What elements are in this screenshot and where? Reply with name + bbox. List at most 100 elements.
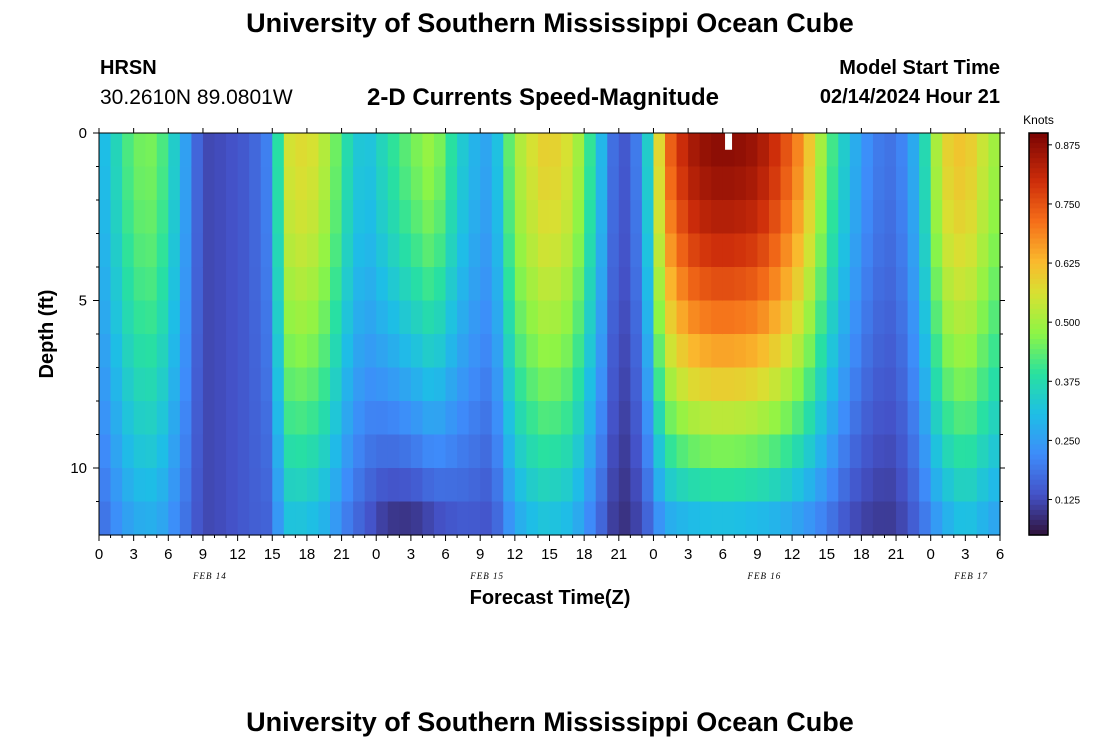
heatmap-cell <box>884 233 897 268</box>
heatmap-cell <box>353 133 366 168</box>
heatmap-cell <box>445 334 458 369</box>
heatmap-cell <box>272 166 285 201</box>
heatmap-cell <box>676 468 689 503</box>
colorbar-segment <box>1029 404 1048 410</box>
heatmap-cell <box>561 200 574 235</box>
heatmap-cell <box>884 200 897 235</box>
heatmap-cell <box>410 334 424 369</box>
colorbar-segment <box>1029 313 1048 320</box>
heatmap-cell <box>202 200 216 235</box>
heatmap-cell <box>699 367 712 402</box>
heatmap-cell <box>653 133 666 168</box>
heatmap-cell <box>445 401 458 436</box>
heatmap-cell <box>653 501 666 536</box>
heatmap-cell <box>272 468 285 503</box>
heatmap-cell <box>607 133 620 168</box>
heatmap-cell <box>792 334 805 369</box>
heatmap-cell <box>699 267 712 302</box>
heatmap-cell <box>468 166 481 201</box>
heatmap-cell <box>780 233 793 268</box>
heatmap-cell <box>468 434 481 469</box>
heatmap-cell <box>630 300 643 335</box>
heatmap-cell <box>768 501 782 536</box>
heatmap-cell <box>202 434 216 469</box>
heatmap-cell <box>202 267 216 302</box>
heatmap-cell <box>295 367 308 402</box>
heatmap-cell <box>768 267 782 302</box>
heatmap-cell <box>641 434 655 469</box>
heatmap-cell <box>734 434 747 469</box>
heatmap-cell <box>826 267 839 302</box>
heatmap-cell <box>457 267 470 302</box>
heatmap-cell <box>272 501 285 536</box>
colorbar-label: Knots <box>1023 113 1054 127</box>
heatmap-cell <box>745 401 759 436</box>
heatmap-cell <box>572 300 585 335</box>
heatmap-cell <box>780 300 793 335</box>
heatmap-cell <box>353 468 366 503</box>
heatmap-cell <box>561 166 574 201</box>
colorbar-segment <box>1029 163 1048 169</box>
heatmap-cell <box>688 166 701 201</box>
heatmap-cell <box>618 166 631 201</box>
heatmap-cell <box>745 300 759 335</box>
heatmap-cell <box>653 166 666 201</box>
heatmap-cell <box>237 334 250 369</box>
colorbar-segment <box>1029 519 1048 526</box>
heatmap-cell <box>306 166 320 201</box>
y-axis-label: Depth (ft) <box>36 290 58 379</box>
heatmap-cell <box>99 434 112 469</box>
heatmap-cell <box>861 401 874 436</box>
heatmap-cell <box>503 133 516 168</box>
heatmap-cell <box>965 401 978 436</box>
heatmap-cell <box>630 133 643 168</box>
heatmap-cell <box>214 200 227 235</box>
station-name: HRSN <box>100 57 157 79</box>
heatmap-cell <box>976 334 990 369</box>
heatmap-cell <box>214 133 227 168</box>
heatmap-cell <box>872 367 886 402</box>
heatmap-cell <box>364 334 377 369</box>
heatmap-cell <box>422 401 435 436</box>
heatmap-cell <box>191 267 204 302</box>
colorbar-segment <box>1029 213 1048 220</box>
heatmap-cell <box>353 300 366 335</box>
heatmap-cell <box>688 434 701 469</box>
heatmap-cell <box>618 401 631 436</box>
heatmap-cell <box>722 367 735 402</box>
heatmap-cell <box>641 468 655 503</box>
heatmap-cell <box>699 300 712 335</box>
heatmap-cell <box>110 367 123 402</box>
heatmap-cell <box>99 233 112 268</box>
heatmap-cell <box>537 233 551 268</box>
heatmap-cell <box>445 501 458 536</box>
x-tick-label: 18 <box>576 546 593 563</box>
heatmap-cell <box>561 133 574 168</box>
heatmap-cell <box>537 468 551 503</box>
heatmap-cell <box>480 200 493 235</box>
heatmap-cell <box>665 468 678 503</box>
y-tick-label: 5 <box>79 293 87 310</box>
heatmap-cell <box>919 468 932 503</box>
heatmap-cell <box>399 233 412 268</box>
heatmap-cell <box>191 334 204 369</box>
heatmap-cell <box>688 501 701 536</box>
heatmap-cell <box>561 267 574 302</box>
heatmap-cell <box>399 334 412 369</box>
heatmap-cell <box>133 434 146 469</box>
heatmap-cell <box>341 300 354 335</box>
heatmap-cell <box>537 367 551 402</box>
colorbar-segment <box>1029 293 1048 300</box>
heatmap-cell <box>722 200 735 235</box>
heatmap-cell <box>249 401 262 436</box>
heatmap-cell <box>849 166 862 201</box>
heatmap-cell <box>549 401 562 436</box>
heatmap-cell <box>399 133 412 168</box>
heatmap-cell <box>457 300 470 335</box>
heatmap-cell <box>156 468 169 503</box>
heatmap-cell <box>930 367 943 402</box>
heatmap-cell <box>226 166 239 201</box>
heatmap-cell <box>526 468 539 503</box>
heatmap-cell <box>503 200 516 235</box>
colorbar-segment <box>1029 268 1048 275</box>
